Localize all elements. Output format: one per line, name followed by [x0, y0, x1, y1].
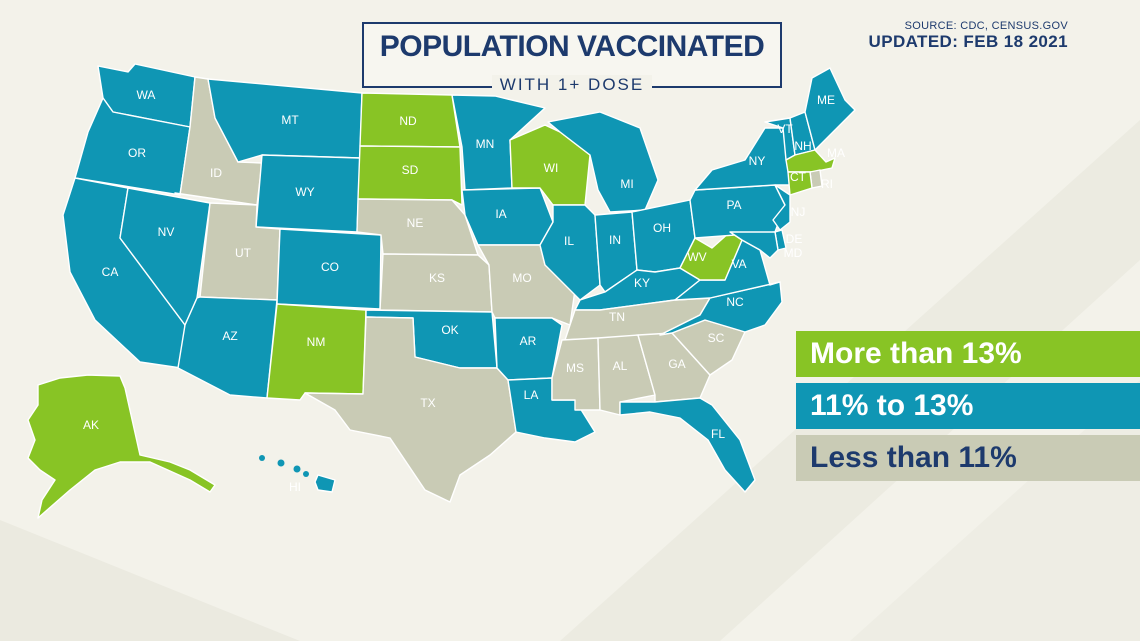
state-label-md: MD [784, 246, 803, 260]
state-label-ok: OK [441, 323, 458, 337]
state-label-mt: MT [281, 113, 299, 127]
state-label-sd: SD [402, 163, 419, 177]
state-il[interactable] [539, 204, 601, 301]
state-nm[interactable] [266, 303, 367, 401]
state-label-ny: NY [749, 154, 766, 168]
state-label-ks: KS [429, 271, 445, 285]
state-ar[interactable] [494, 317, 563, 381]
state-md[interactable] [729, 231, 779, 259]
map-subtitle: WITH 1+ DOSE [491, 75, 653, 94]
state-label-ct: CT [790, 170, 807, 184]
state-label-co: CO [321, 260, 339, 274]
state-ct[interactable] [787, 171, 813, 196]
state-mi[interactable] [547, 111, 659, 213]
state-label-il: IL [564, 234, 574, 248]
state-label-sc: SC [708, 331, 725, 345]
state-label-nd: ND [399, 114, 417, 128]
state-az[interactable] [177, 296, 278, 399]
map-title: POPULATION VACCINATED [379, 30, 765, 63]
state-label-mo: MO [512, 271, 531, 285]
state-me[interactable] [804, 67, 856, 151]
state-label-vt: VT [777, 122, 793, 136]
state-label-nj: NJ [791, 205, 806, 219]
state-fl[interactable] [619, 397, 756, 493]
state-label-ri: RI [821, 177, 833, 191]
state-label-wi: WI [544, 161, 559, 175]
source-note: SOURCE: CDC, CENSUS.GOV [904, 20, 1068, 32]
state-label-tn: TN [609, 310, 625, 324]
state-label-ky: KY [634, 276, 650, 290]
state-label-al: AL [613, 359, 628, 373]
state-label-oh: OH [653, 221, 671, 235]
state-label-ga: GA [668, 357, 685, 371]
legend-11-to-13: 11% to 13% [796, 383, 1140, 429]
state-label-la: LA [524, 388, 539, 402]
state-ia[interactable] [461, 187, 554, 246]
state-label-ms: MS [566, 361, 584, 375]
state-tx[interactable] [304, 316, 517, 503]
state-ak[interactable] [27, 374, 216, 519]
state-labels: WA OR CA NV ID MT WY UT AZ CO NM ND SD NE KS OK TX MN IA MO… [83, 88, 845, 494]
state-label-wa: WA [137, 88, 156, 102]
state-label-wv: WV [687, 250, 706, 264]
state-label-ia: IA [495, 207, 506, 221]
state-label-nh: NH [794, 139, 811, 153]
state-label-ar: AR [520, 334, 537, 348]
map-subtitle-wrap: WITH 1+ DOSE [364, 75, 780, 94]
state-label-or: OR [128, 146, 146, 160]
state-label-az: AZ [222, 329, 237, 343]
state-label-hi: HI [289, 480, 301, 494]
state-label-va: VA [731, 257, 746, 271]
legend-less-than-11: Less than 11% [796, 435, 1140, 481]
state-label-nc: NC [726, 295, 744, 309]
state-sd[interactable] [357, 145, 463, 206]
state-nc[interactable] [659, 281, 783, 336]
state-label-pa: PA [726, 198, 741, 212]
state-label-mi: MI [620, 177, 633, 191]
hawaii-small-islands [259, 455, 309, 477]
state-label-nv: NV [158, 225, 175, 239]
state-ny[interactable] [694, 127, 791, 191]
state-label-mn: MN [476, 137, 495, 151]
states-layer [27, 63, 856, 519]
state-label-tx: TX [420, 396, 435, 410]
state-label-id: ID [210, 166, 222, 180]
legend-more-than-13: More than 13% [796, 331, 1140, 377]
updated-date: UPDATED: FEB 18 2021 [868, 32, 1068, 51]
map-title-box: POPULATION VACCINATED WITH 1+ DOSE [362, 22, 782, 94]
state-label-de: DE [786, 232, 803, 246]
state-label-fl: FL [711, 427, 725, 441]
state-label-wy: WY [295, 185, 314, 199]
state-label-ut: UT [235, 246, 252, 260]
state-label-ca: CA [102, 265, 119, 279]
state-label-ne: NE [407, 216, 424, 230]
state-label-me: ME [817, 93, 835, 107]
state-label-in: IN [609, 233, 621, 247]
state-label-ak: AK [83, 418, 99, 432]
state-label-nm: NM [307, 335, 326, 349]
state-label-ma: MA [827, 146, 845, 160]
state-hi[interactable] [314, 474, 336, 493]
